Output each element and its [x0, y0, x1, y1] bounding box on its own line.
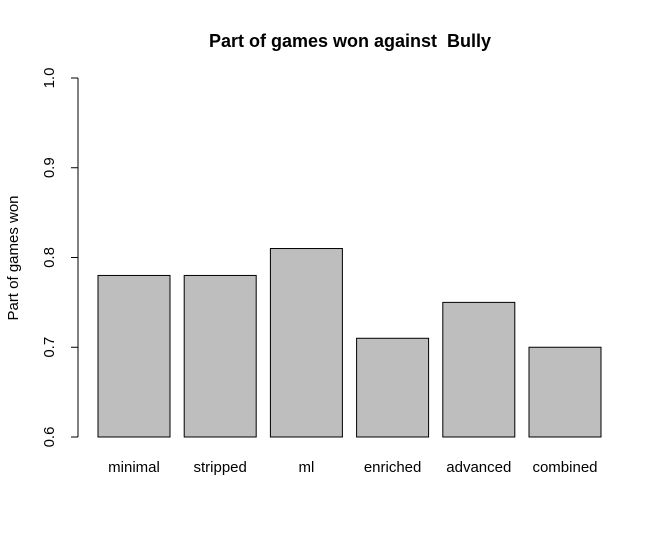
bars-group: [97, 248, 602, 438]
chart-title: Part of games won against Bully: [209, 31, 491, 51]
bar-minimal: [97, 274, 171, 438]
y-tick-label: 0.7: [41, 337, 58, 358]
x-tick-label-minimal: minimal: [108, 459, 160, 476]
bar-ml: [269, 248, 343, 438]
y-axis-label: Part of games won: [5, 195, 22, 320]
y-tick-label: 0.8: [41, 247, 58, 268]
bar-advanced: [442, 301, 516, 438]
x-tick-label-enriched: enriched: [364, 459, 422, 476]
y-tick-label: 0.6: [41, 427, 58, 448]
x-tick-label-advanced: advanced: [446, 459, 511, 476]
x-axis-labels: minimal stripped ml enriched advanced combine…: [108, 459, 597, 476]
bar-enriched: [356, 337, 430, 438]
y-tick-label: 1.0: [41, 68, 58, 89]
y-tick-label: 0.9: [41, 157, 58, 178]
x-tick-label-combined: combined: [532, 459, 597, 476]
x-tick-label-ml: ml: [298, 459, 314, 476]
x-tick-label-stripped: stripped: [194, 459, 247, 476]
bar-combined: [528, 346, 602, 438]
y-axis: 0.6 0.7 0.8 0.9 1.0: [41, 68, 79, 448]
bar-stripped: [183, 274, 257, 438]
